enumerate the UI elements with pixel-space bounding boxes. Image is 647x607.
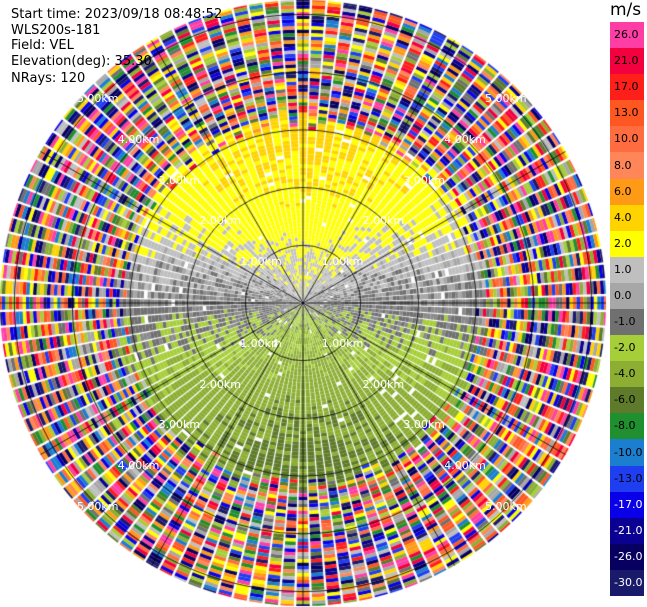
- range-ring-label: 4.00km: [444, 459, 486, 473]
- range-ring-label: 2.00km: [199, 377, 241, 391]
- range-ring-label: 3.00km: [158, 418, 201, 432]
- colorbar-tick-label: 26.0: [614, 28, 639, 42]
- colorbar-tick-label: -6.0: [614, 393, 636, 407]
- range-ring-label: 5.00km: [76, 91, 119, 105]
- colorbar-bin: [610, 543, 644, 571]
- colorbar-tick-label: -10.0: [614, 445, 643, 459]
- colorbar-bin: [610, 126, 644, 153]
- range-ring-label: 1.00km: [321, 255, 364, 269]
- range-ring-label: 1.00km: [321, 336, 364, 350]
- colorbar-bin: [610, 517, 644, 545]
- colorbar-tick-label: -4.0: [614, 367, 636, 381]
- range-ring-label: 3.00km: [403, 173, 445, 187]
- colorbar-tick-label: -30.0: [614, 575, 643, 589]
- colorbar-bin: [610, 74, 644, 101]
- instrument-name-text: WLS200s-181: [11, 23, 101, 38]
- range-ring-label: 1.00km: [240, 336, 282, 350]
- colorbar-bin: [610, 361, 644, 388]
- range-ring-label: 1.00km: [240, 255, 282, 269]
- colorbar-bin: [610, 439, 644, 467]
- range-ring-label: 2.00km: [362, 377, 405, 391]
- colorbar-bin: [610, 569, 644, 597]
- colorbar-unit-label: m/s: [610, 0, 642, 20]
- field-text: Field: VEL: [11, 38, 74, 53]
- range-ring-label: 5.00km: [485, 500, 527, 514]
- colorbar: 26.0 21.0 17.0 13.0 10.0 8.0 6.0 4.0 2.0 1.0 0.0 -1…: [610, 22, 644, 597]
- colorbar-tick-label: -21.0: [614, 523, 643, 537]
- colorbar-tick-label: -13.0: [614, 471, 643, 485]
- range-ring-label: 3.00km: [158, 173, 201, 187]
- start-time-text: Start time: 2023/09/18 08:48:52: [11, 7, 223, 22]
- colorbar-tick-label: 8.0: [614, 158, 632, 172]
- range-ring-label: 2.00km: [199, 214, 241, 228]
- nrays-text: NRays: 120: [11, 71, 86, 86]
- range-ring-label: 4.00km: [117, 132, 160, 146]
- colorbar-tick-label: 0.0: [614, 288, 632, 302]
- colorbar-bin: [610, 230, 644, 258]
- colorbar-tick-label: -2.0: [614, 341, 636, 355]
- colorbar-bin: [610, 309, 644, 336]
- colorbar-bin: [610, 282, 644, 310]
- colorbar-tick-label: 6.0: [614, 184, 632, 198]
- colorbar-tick-label: 17.0: [614, 80, 639, 94]
- colorbar-tick-label: 2.0: [614, 236, 632, 250]
- colorbar-bin: [610, 465, 644, 493]
- colorbar-bin: [610, 256, 644, 284]
- colorbar-tick-label: -8.0: [614, 419, 636, 433]
- colorbar-bin: [610, 22, 644, 49]
- colorbar-bin: [610, 491, 644, 519]
- range-ring-label: 2.00km: [362, 214, 405, 228]
- colorbar-bin: [610, 152, 644, 180]
- range-ring-label: 4.00km: [117, 459, 160, 473]
- colorbar-tick-label: 13.0: [614, 106, 639, 120]
- colorbar-tick-label: 10.0: [614, 132, 639, 146]
- colorbar-bin: [610, 335, 644, 362]
- colorbar-tick-label: -1.0: [614, 315, 636, 329]
- colorbar-bin: [610, 48, 644, 75]
- colorbar-tick-label: -17.0: [614, 497, 643, 511]
- range-ring-label: 3.00km: [403, 418, 445, 432]
- colorbar-bin: [610, 204, 644, 232]
- colorbar-tick-label: -26.0: [614, 549, 643, 563]
- colorbar-bin: [610, 387, 644, 414]
- range-ring-label: 5.00km: [485, 91, 527, 105]
- elevation-text: Elevation(deg): 35.30: [11, 54, 152, 69]
- colorbar-bin: [610, 100, 644, 127]
- colorbar-tick-label: 4.0: [614, 210, 632, 224]
- colorbar-bin: [610, 413, 644, 440]
- colorbar-tick-label: 21.0: [614, 54, 639, 68]
- range-ring-label: 4.00km: [444, 132, 486, 146]
- range-ring-label: 5.00km: [76, 500, 119, 514]
- colorbar-tick-label: 1.0: [614, 262, 632, 276]
- colorbar-bin: [610, 178, 644, 206]
